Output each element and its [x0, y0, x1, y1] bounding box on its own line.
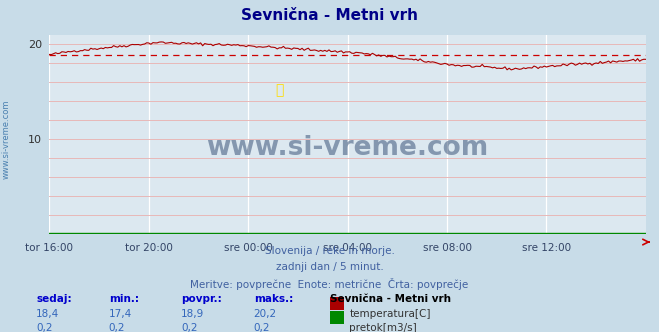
Text: Sevnična - Metni vrh: Sevnična - Metni vrh — [241, 8, 418, 23]
Text: 0,2: 0,2 — [109, 323, 125, 332]
Text: sedaj:: sedaj: — [36, 294, 72, 304]
Text: 0,2: 0,2 — [254, 323, 270, 332]
Text: Slovenija / reke in morje.: Slovenija / reke in morje. — [264, 246, 395, 256]
Text: www.si-vreme.com: www.si-vreme.com — [2, 100, 11, 179]
Text: min.:: min.: — [109, 294, 139, 304]
Text: zadnji dan / 5 minut.: zadnji dan / 5 minut. — [275, 262, 384, 272]
Text: povpr.:: povpr.: — [181, 294, 222, 304]
Text: 0,2: 0,2 — [181, 323, 198, 332]
Text: www.si-vreme.com: www.si-vreme.com — [206, 135, 489, 161]
Text: 18,9: 18,9 — [181, 309, 204, 319]
Text: ⬛: ⬛ — [275, 84, 283, 98]
Text: Meritve: povprečne  Enote: metrične  Črta: povprečje: Meritve: povprečne Enote: metrične Črta:… — [190, 278, 469, 290]
Text: 20,2: 20,2 — [254, 309, 277, 319]
Text: Sevnična - Metni vrh: Sevnična - Metni vrh — [330, 294, 451, 304]
Text: maks.:: maks.: — [254, 294, 293, 304]
Text: 0,2: 0,2 — [36, 323, 53, 332]
Text: 17,4: 17,4 — [109, 309, 132, 319]
Text: 18,4: 18,4 — [36, 309, 59, 319]
Text: temperatura[C]: temperatura[C] — [349, 309, 431, 319]
Text: pretok[m3/s]: pretok[m3/s] — [349, 323, 417, 332]
